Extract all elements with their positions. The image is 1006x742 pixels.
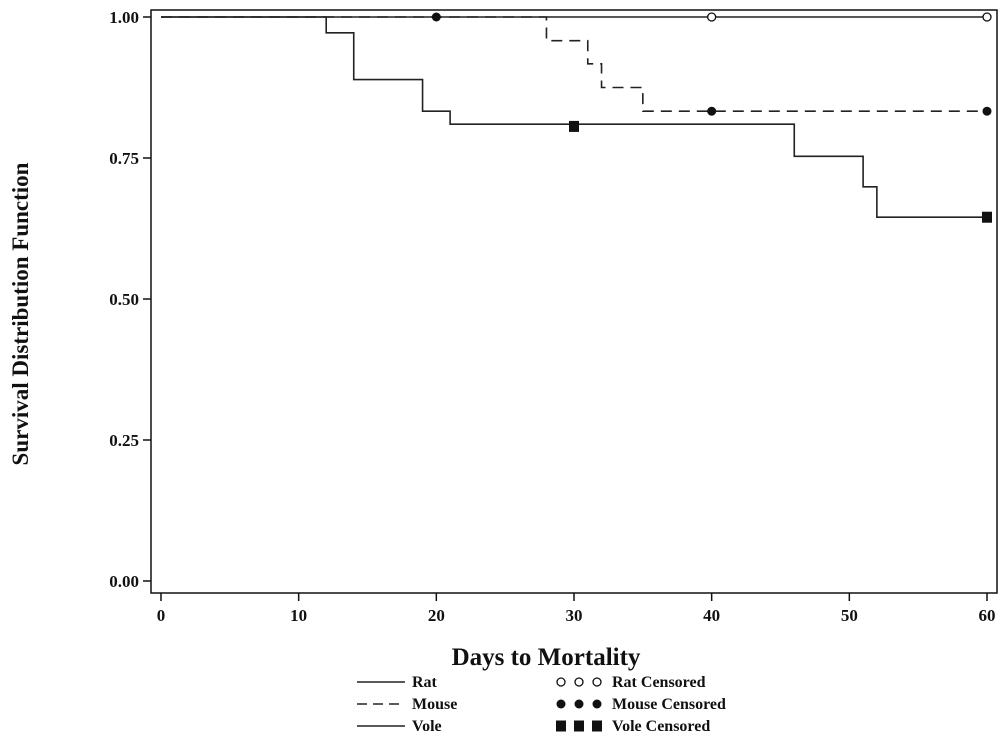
plot-area-border — [150, 9, 998, 594]
x-tick-label: 20 — [428, 606, 445, 625]
legend-marker-filled-circle — [574, 699, 584, 709]
legend: Rat Mouse Vole Rat Censored Mouse Censored Vo… — [357, 674, 726, 735]
censored-marker-vole — [982, 211, 992, 223]
legend-label-rat: Rat — [412, 674, 438, 691]
y-tick-label: 0.25 — [109, 431, 139, 450]
legend-label-vole: Vole — [412, 718, 442, 735]
legend-marker-open-circle — [574, 677, 584, 687]
y-axis-title: Survival Distribution Function — [8, 162, 33, 465]
x-axis-title: Days to Mortality — [452, 644, 641, 671]
y-tick-label: 0.75 — [109, 149, 139, 168]
censored-marker-mouse — [431, 12, 441, 22]
censored-marker-rat — [982, 12, 992, 22]
series-lines — [161, 16, 987, 219]
y-tick-label: 0.00 — [109, 572, 139, 591]
legend-marker-open-circle — [556, 677, 566, 687]
axes: 0 10 20 30 40 50 60 0.00 0.25 0.50 0.75 1.00 — [109, 8, 995, 625]
y-tick-label: 0.50 — [109, 290, 139, 309]
legend-censored-label: Vole Censored — [612, 718, 710, 735]
censored-marker-mouse — [982, 106, 992, 116]
x-tick-label: 40 — [703, 606, 720, 625]
censored-marker-vole — [569, 120, 579, 132]
legend-marker-filled-circle — [556, 699, 566, 709]
legend-marker-filled-square — [592, 720, 602, 732]
plot-frame — [150, 9, 998, 594]
legend-censored-label: Mouse Censored — [612, 696, 726, 713]
series-line-vole — [161, 16, 987, 219]
x-tick-label: 50 — [841, 606, 858, 625]
censored-markers — [431, 12, 992, 223]
x-tick-label: 60 — [979, 606, 996, 625]
censored-marker-rat — [707, 12, 717, 22]
series-line-mouse — [161, 16, 987, 112]
censored-marker-mouse — [707, 106, 717, 116]
legend-censored-label: Rat Censored — [612, 674, 706, 691]
legend-marker-filled-square — [574, 720, 584, 732]
x-tick-label: 30 — [566, 606, 583, 625]
x-tick-label: 0 — [157, 606, 166, 625]
legend-marker-filled-circle — [592, 699, 602, 709]
legend-marker-open-circle — [592, 677, 602, 687]
legend-label-mouse: Mouse — [412, 696, 457, 713]
y-tick-label: 1.00 — [109, 8, 139, 27]
legend-marker-filled-square — [556, 720, 566, 732]
x-tick-label: 10 — [290, 606, 307, 625]
